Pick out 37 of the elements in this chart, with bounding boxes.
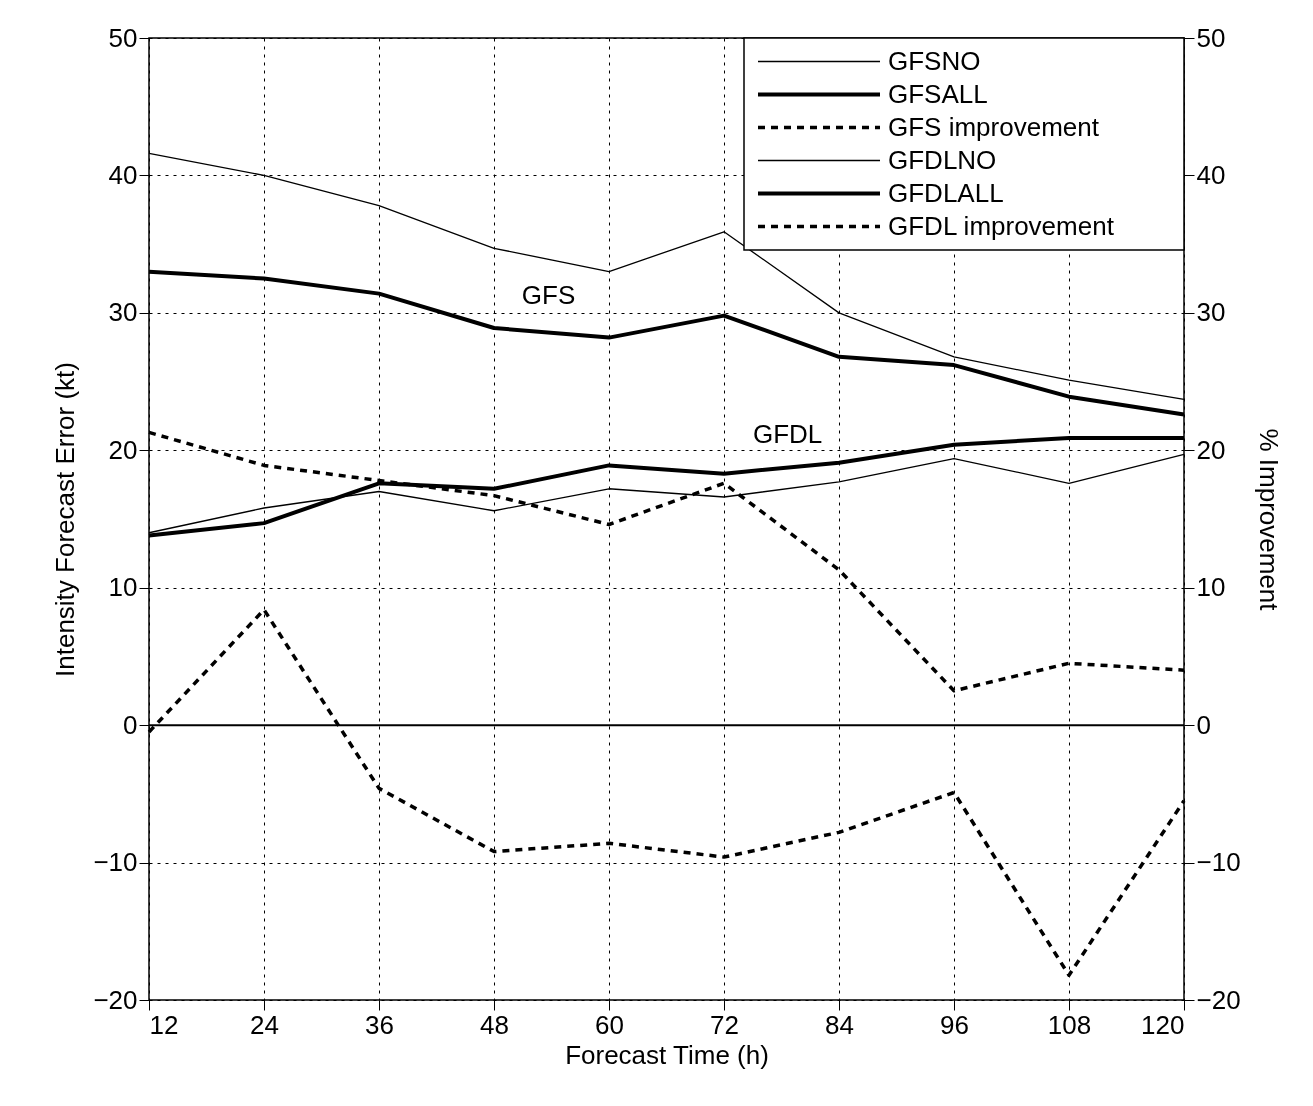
- y-tick-label: 40: [108, 159, 138, 190]
- x-tick-label: 84: [825, 1009, 854, 1040]
- y-tick-label: 30: [108, 297, 138, 328]
- y2-tick-label: 30: [1196, 297, 1226, 328]
- legend-label: GFSNO: [888, 45, 981, 76]
- legend-label: GFDLNO: [888, 144, 997, 175]
- x-tick-label: 60: [595, 1009, 624, 1040]
- legend-label: GFS improvement: [888, 111, 1100, 142]
- x-tick-label: 120: [1141, 1009, 1185, 1040]
- y-axis-title: Intensity Forecast Error (kt): [50, 362, 81, 677]
- annotation: GFDL: [752, 419, 823, 450]
- y2-tick-label: 50: [1196, 22, 1226, 53]
- annotation: GFS: [521, 279, 576, 310]
- x-tick-label: 24: [250, 1009, 279, 1040]
- y-tick-label: −10: [93, 847, 138, 878]
- legend-label: GFDL improvement: [888, 210, 1115, 241]
- legend-label: GFSALL: [888, 78, 988, 109]
- x-tick-label: 108: [1047, 1009, 1092, 1040]
- y-tick-label: 50: [108, 22, 138, 53]
- x-tick-label: 96: [940, 1009, 969, 1040]
- y2-axis-title: % Improvement: [1253, 428, 1284, 612]
- x-axis-title: Forecast Time (h): [565, 1039, 769, 1070]
- y2-tick-label: 20: [1196, 434, 1226, 465]
- y2-tick-label: 10: [1196, 572, 1226, 603]
- x-tick-label: 36: [365, 1009, 394, 1040]
- x-tick-label: 72: [710, 1009, 739, 1040]
- y-tick-label: 0: [123, 709, 138, 740]
- legend-label: GFDLALL: [888, 177, 1004, 208]
- y2-tick-label: −10: [1196, 847, 1241, 878]
- y-tick-label: 20: [108, 434, 138, 465]
- x-tick-label: 12: [149, 1009, 179, 1040]
- y-tick-label: 10: [108, 572, 138, 603]
- y2-tick-label: 40: [1196, 159, 1226, 190]
- y2-tick-label: 0: [1196, 709, 1211, 740]
- x-tick-label: 48: [480, 1009, 509, 1040]
- y2-tick-label: −20: [1196, 984, 1241, 1015]
- y-tick-label: −20: [93, 984, 138, 1015]
